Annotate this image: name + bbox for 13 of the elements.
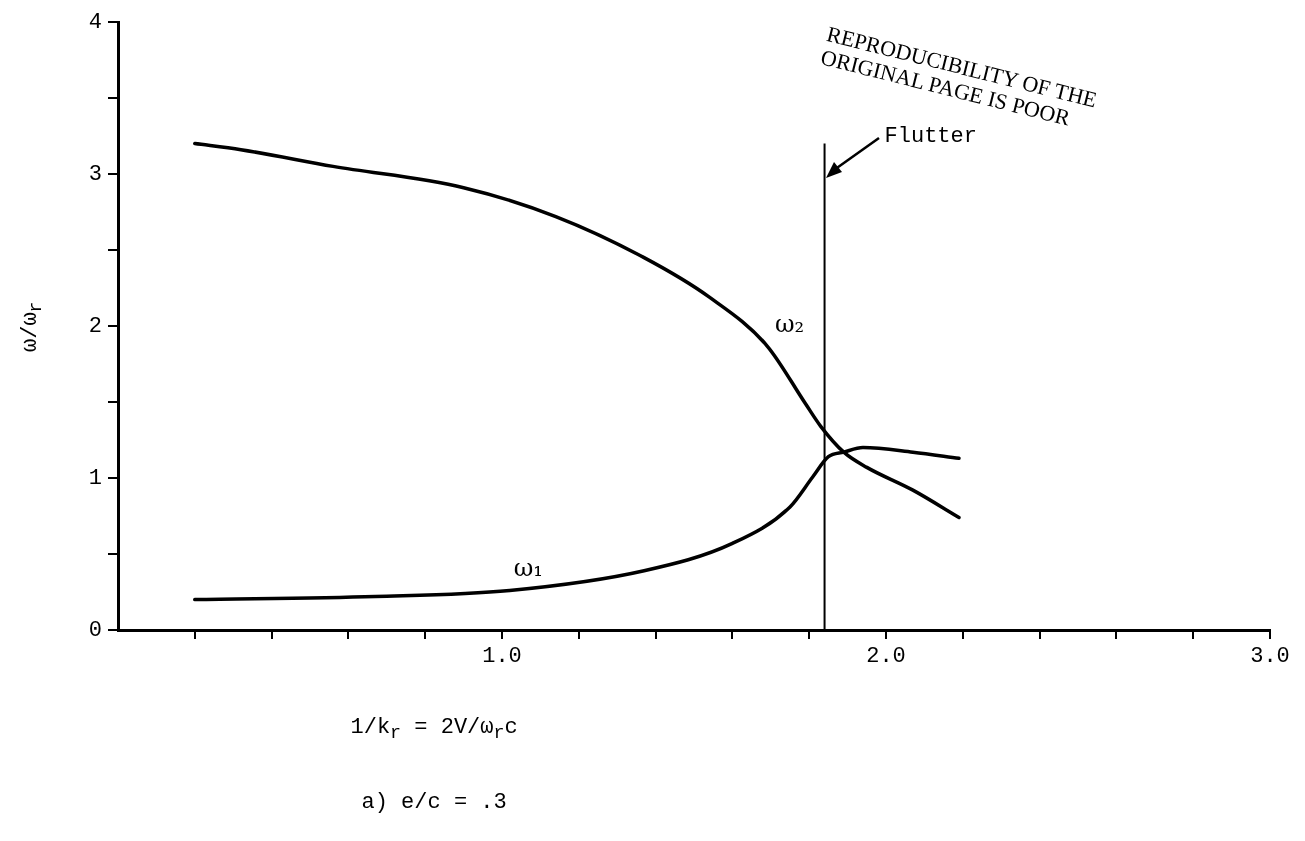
- x-tick-label: 1.0: [482, 644, 522, 670]
- text: a) e/c = .3: [361, 790, 507, 815]
- ref-line-label: Flutter: [884, 123, 977, 149]
- y-tick-label: 3: [88, 161, 102, 187]
- y-tick-label: 2: [88, 313, 102, 339]
- series-label: ω₂: [774, 309, 805, 338]
- y-tick-label: 1: [88, 465, 102, 491]
- x-axis-title: 1/k$_{r}$ = 2V/ω$_{r}$c: [350, 715, 518, 745]
- y-tick-label: 0: [88, 617, 102, 643]
- series-label: ω₁: [513, 554, 543, 583]
- y-tick-label: 4: [88, 9, 102, 35]
- x-tick-label: 3.0: [1250, 644, 1290, 670]
- x-tick-label: 2.0: [866, 644, 906, 670]
